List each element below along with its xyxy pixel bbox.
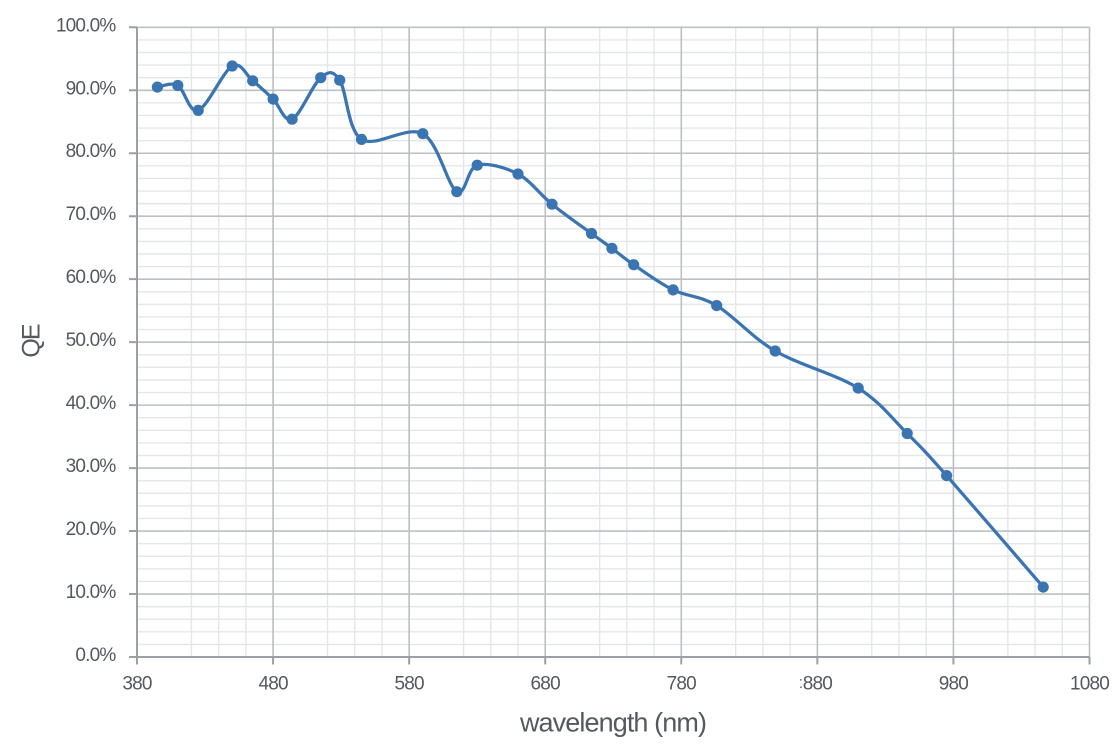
- svg-text:580: 580: [394, 674, 424, 695]
- svg-text:40.0%: 40.0%: [66, 393, 117, 414]
- svg-text:80.0%: 80.0%: [66, 141, 117, 162]
- svg-text:880: 880: [803, 674, 833, 695]
- svg-text:QE: QE: [18, 324, 46, 357]
- svg-text:20.0%: 20.0%: [66, 519, 117, 540]
- svg-text:480: 480: [258, 674, 288, 695]
- svg-text:380: 380: [122, 674, 152, 695]
- svg-text:100.0%: 100.0%: [56, 15, 117, 36]
- svg-text:50.0%: 50.0%: [66, 330, 117, 351]
- svg-text:wavelength (nm): wavelength (nm): [519, 708, 706, 738]
- svg-text::: :: [799, 673, 804, 692]
- svg-text:680: 680: [531, 674, 561, 695]
- svg-text:0.0%: 0.0%: [75, 645, 116, 666]
- svg-text:10.0%: 10.0%: [66, 582, 117, 603]
- svg-text:90.0%: 90.0%: [66, 78, 117, 99]
- svg-text:780: 780: [667, 674, 697, 695]
- svg-text:980: 980: [939, 674, 969, 695]
- svg-text:1080: 1080: [1070, 674, 1109, 695]
- svg-text:30.0%: 30.0%: [66, 456, 117, 477]
- svg-text:60.0%: 60.0%: [66, 267, 117, 288]
- svg-text:70.0%: 70.0%: [66, 204, 117, 225]
